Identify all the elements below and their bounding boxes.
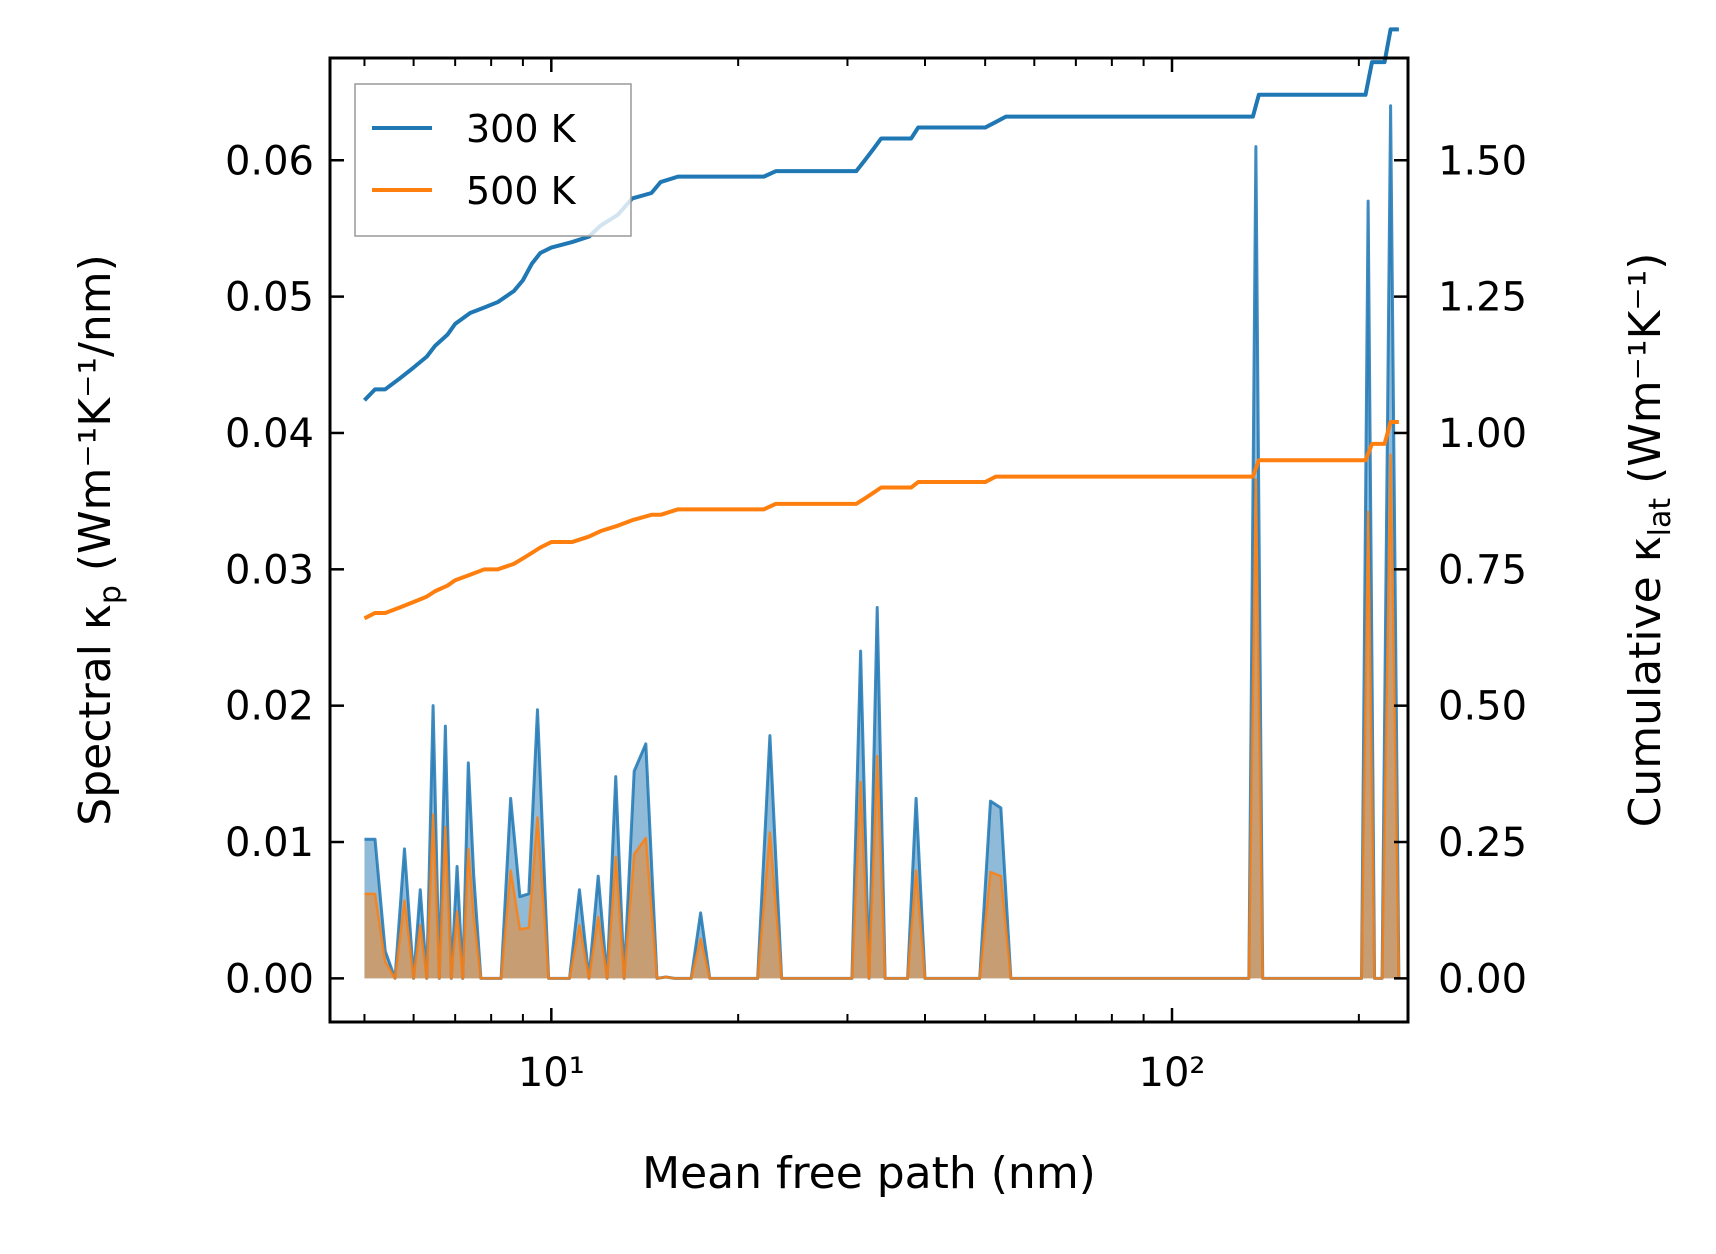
- y-left-title-main: Spectral κ: [70, 604, 121, 826]
- cumulative-line-500k: [363, 420, 1399, 621]
- legend-frame: [354, 83, 632, 237]
- x-tick-label: 10¹: [518, 1050, 585, 1096]
- spectral-line-500k: [364, 453, 1401, 980]
- y-left-tick-label: 0.02: [225, 684, 314, 730]
- y-right-title-units: (Wm⁻¹K⁻¹): [1620, 253, 1671, 484]
- axis-ticks: 0.00 0.01 0.02 0.03 0.04 0.05 0.06 0.00 0.25 0.50…: [225, 58, 1527, 1096]
- y-right-tick-label: 1.25: [1438, 275, 1527, 321]
- y-left-tick-label: 0.00: [225, 956, 314, 1002]
- y-left-tick-label: 0.03: [225, 547, 314, 593]
- y-right-tick-label: 1.50: [1438, 138, 1527, 184]
- y-left-title-sub: p: [93, 585, 128, 604]
- y-right-tick-label: 0.25: [1438, 820, 1527, 866]
- x-axis-title: Mean free path (nm): [642, 1148, 1096, 1199]
- y-left-tick-label: 0.04: [225, 411, 314, 457]
- plot-frame: [328, 56, 1410, 1024]
- legend-label-300k: 300 K: [466, 107, 577, 151]
- y-right-tick-label: 1.00: [1438, 411, 1527, 457]
- y-left-tick-label: 0.05: [225, 275, 314, 321]
- spectral-area-500k: [364, 454, 1399, 979]
- y-right-title-sub: lat: [1643, 498, 1678, 537]
- plot-area: [363, 27, 1401, 980]
- legend-label-500k: 500 K: [466, 169, 577, 213]
- y-left-tick-label: 0.01: [225, 820, 314, 866]
- legend: 300 K 500 K: [354, 83, 632, 237]
- x-tick-label: 10²: [1139, 1050, 1206, 1096]
- y-right-tick-label: 0.00: [1438, 956, 1527, 1002]
- y-axis-right-title: Cumulative κlat (Wm⁻¹K⁻¹): [1620, 253, 1678, 828]
- y-right-tick-label: 0.50: [1438, 684, 1527, 730]
- y-axis-left-title: Spectral κp (Wm⁻¹K⁻¹/nm): [70, 254, 128, 825]
- y-right-tick-label: 0.75: [1438, 547, 1527, 593]
- y-left-title-units: (Wm⁻¹K⁻¹/nm): [70, 254, 121, 571]
- y-left-tick-label: 0.06: [225, 138, 314, 184]
- y-right-title-main: Cumulative κ: [1620, 536, 1671, 827]
- cumulative-line-300k: [363, 27, 1399, 402]
